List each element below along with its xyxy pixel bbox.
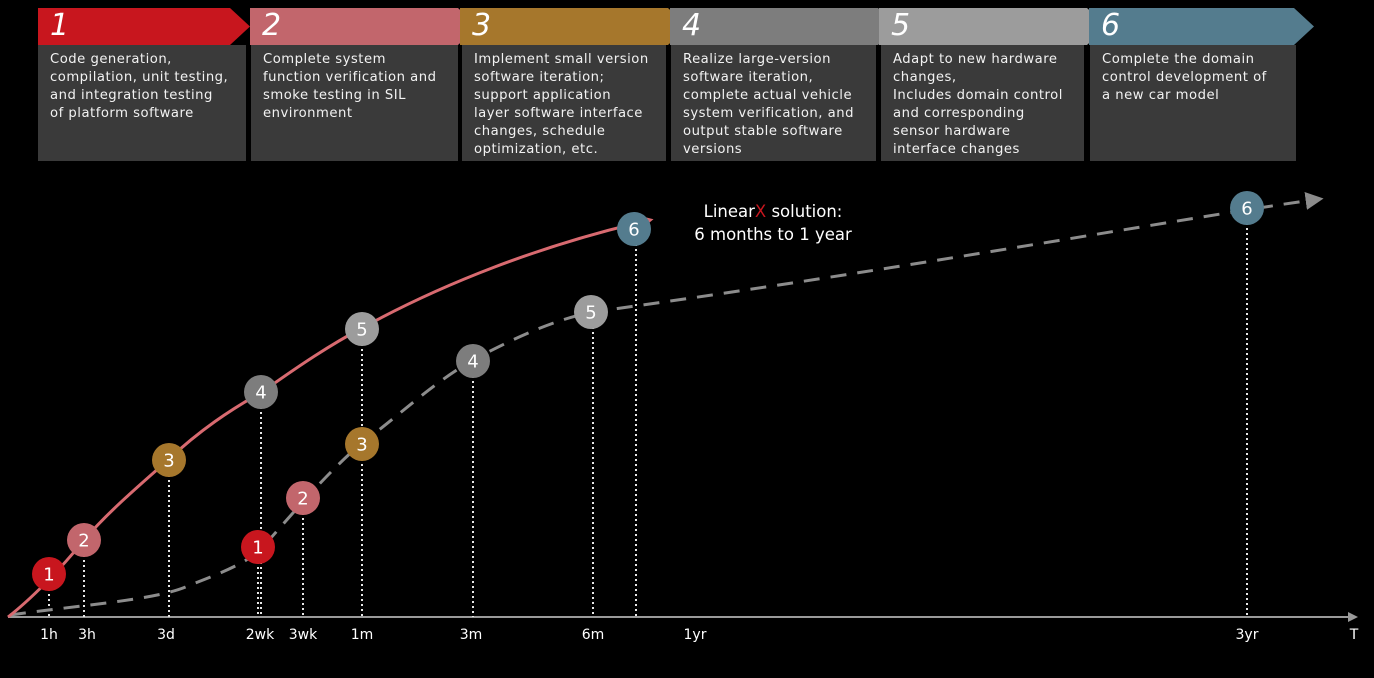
slow-milestone-1: 1 [241,530,275,564]
fast-milestone-circle-5 [345,312,379,346]
solution-brand-suffix: solution: [766,202,842,221]
axis-tick-3h: 3h [78,627,96,643]
step-5-arrow: 5 [879,8,1107,45]
fast-milestone-label-5: 5 [356,320,367,341]
step-4-arrow: 4 [670,8,898,45]
slow-milestone-5: 5 [574,295,608,329]
step-6-arrow: 6 [1089,8,1314,45]
step-5-card: Adapt to new hardware changes, Includes … [881,45,1084,161]
axis-tick-1h: 1h [40,627,58,643]
slow-milestone-label-5: 5 [585,303,596,324]
slow-milestone-3: 3 [345,427,379,461]
fast-milestone-label-6: 6 [628,220,639,241]
step-banner: 1 2 3 4 5 6 Code generation, compilation… [0,0,1374,170]
fast-milestone-5: 5 [345,312,379,346]
axis-tick-1yr: 1yr [684,627,707,643]
fast-milestone-label-2: 2 [78,531,89,552]
slow-milestone-2: 2 [286,481,320,515]
step-1-arrow: 1 [38,8,250,45]
step-2-arrow: 2 [250,8,478,45]
fast-milestone-circle-3 [152,443,186,477]
step-3-card: Implement small version software iterati… [462,45,666,161]
axis-tick-1m: 1m [351,627,374,643]
fast-milestone-label-4: 4 [255,383,266,404]
axis-tick-3yr: 3yr [1236,627,1259,643]
solution-duration: 6 months to 1 year [694,225,852,244]
step-6-card: Complete the domain control development … [1090,45,1296,161]
slow-milestone-circle-3 [345,427,379,461]
axis-tick-3m: 3m [460,627,483,643]
fast-milestone-circle-4 [244,375,278,409]
fast-milestone-circle-1 [32,557,66,591]
step-3-description: Implement small version software iterati… [474,52,649,157]
step-2-number: 2 [262,8,282,43]
step-2-description: Complete system function verification an… [263,52,437,121]
step-1-description: Code generation, compilation, unit testi… [50,52,229,121]
axis-end-label: T [1349,627,1359,643]
step-4-number: 4 [682,8,702,43]
fast-milestone-3: 3 [152,443,186,477]
step-4-description: Realize large-version software iteration… [683,52,854,157]
milestone-markers: 1 2 3 4 5 6 1 2 3 4 5 6 [32,191,1264,591]
axis-tick-6m: 6m [582,627,605,643]
step-3-arrow: 3 [460,8,688,45]
solution-brand-prefix: Linear [704,202,755,221]
fast-milestone-4: 4 [244,375,278,409]
step-5-description: Adapt to new hardware changes, Includes … [893,52,1063,157]
step-6-number: 6 [1101,8,1121,43]
slow-milestone-circle-5 [574,295,608,329]
fast-milestone-6: 6 [617,212,651,246]
slow-milestone-circle-6 [1230,191,1264,225]
fast-milestone-1: 1 [32,557,66,591]
fast-milestone-2: 2 [67,523,101,557]
slow-milestone-circle-4 [456,344,490,378]
slow-milestone-6: 6 [1230,191,1264,225]
solution-brand-highlight: X [755,202,766,221]
slow-milestone-label-1: 1 [252,538,263,559]
slow-milestone-label-6: 6 [1241,199,1252,220]
axis-tick-2wk: 2wk [246,627,275,643]
step-4-card: Realize large-version software iteration… [671,45,876,161]
fast-milestone-label-1: 1 [43,565,54,586]
slow-milestone-label-2: 2 [297,489,308,510]
step-1-number: 1 [50,8,70,43]
milestone-droplines [48,223,1248,617]
axis-tick-3wk: 3wk [289,627,318,643]
slow-milestone-circle-1 [241,530,275,564]
slow-milestone-label-3: 3 [356,435,367,456]
fast-milestone-label-3: 3 [163,451,174,472]
slow-timeline-curve [9,191,1324,617]
step-2-card: Complete system function verification an… [251,45,458,161]
step-1-card: Code generation, compilation, unit testi… [38,45,246,161]
axis-tick-3d: 3d [157,627,175,643]
axis-tick-labels: 1h 3h 3d 2wk 3wk 1m 3m 6m 1yr 3yr [40,627,1259,643]
slow-milestone-circle-2 [286,481,320,515]
fast-milestone-circle-2 [67,523,101,557]
step-6-description: Complete the domain control development … [1102,52,1267,103]
step-5-number: 5 [891,8,911,43]
solution-label: LinearX solution: [704,202,843,221]
fast-milestone-circle-6 [617,212,651,246]
slow-milestone-4: 4 [456,344,490,378]
step-3-number: 3 [472,8,492,43]
fast-timeline-curve [7,214,654,619]
slow-milestone-label-4: 4 [467,352,478,373]
